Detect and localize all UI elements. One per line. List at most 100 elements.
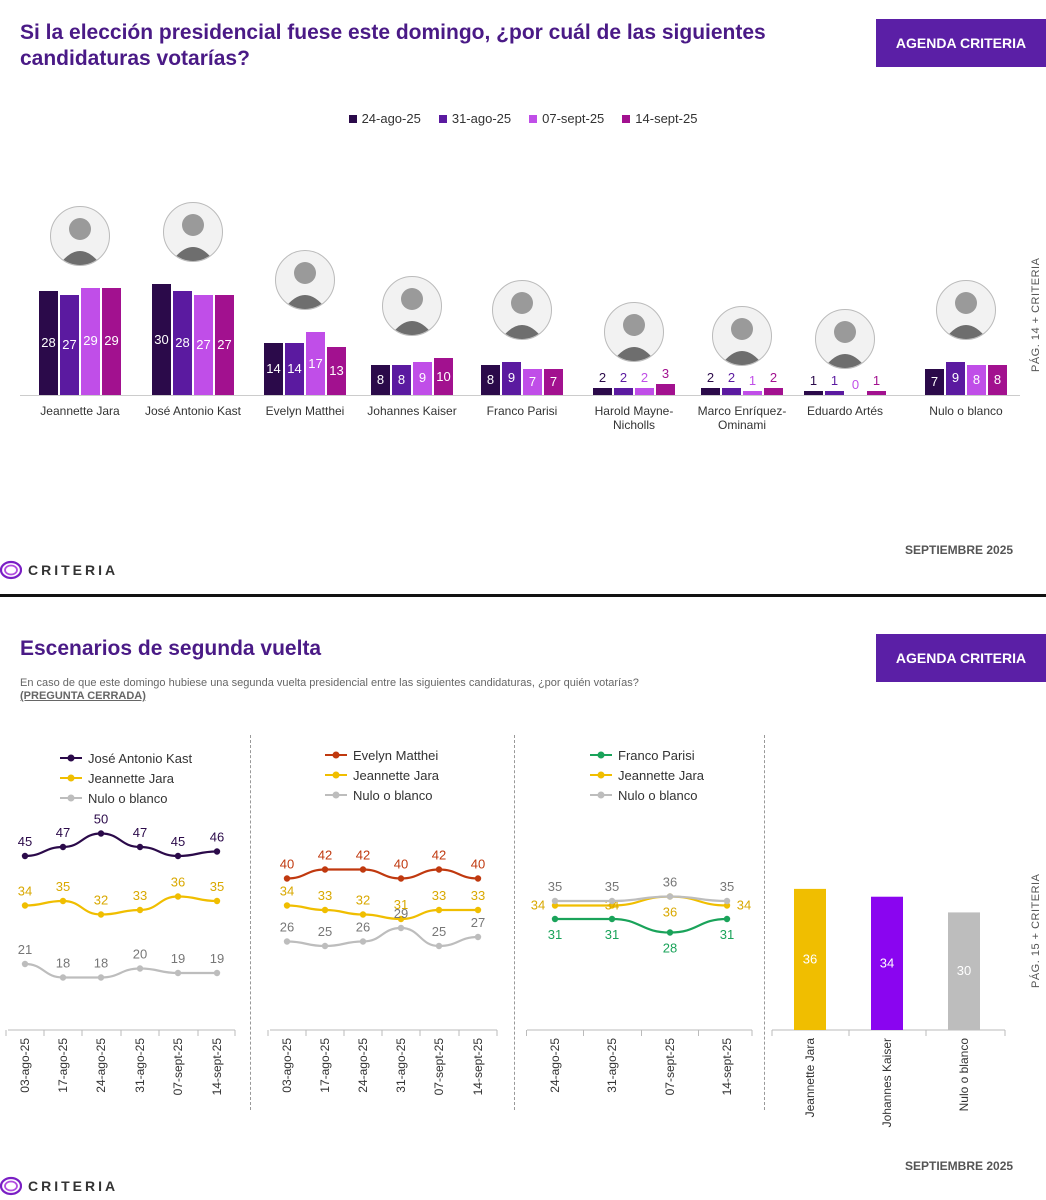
x-tick-label: 24-ago-25 (94, 1038, 108, 1093)
legend-label: Evelyn Matthei (353, 747, 439, 763)
data-point (474, 906, 482, 914)
data-label: 25 (318, 924, 332, 939)
bar (306, 332, 325, 395)
data-point (174, 893, 182, 900)
data-point (283, 938, 291, 945)
data-point (666, 893, 674, 900)
legend-item: Nulo o blanco (60, 788, 192, 808)
legend-item: 07-sept-25 (529, 111, 604, 126)
legend-item: 31-ago-25 (438, 111, 511, 126)
agenda-criteria-button-2[interactable]: AGENDA CRITERIA (876, 634, 1046, 682)
data-point (551, 915, 559, 923)
series-line (286, 904, 478, 921)
brand-logo: CRITERIA (0, 559, 118, 581)
question-text: En caso de que este domingo hubiese una … (20, 677, 639, 689)
x-tick-label: 03-ago-25 (18, 1038, 32, 1093)
data-label: 45 (18, 834, 32, 849)
series-line (554, 895, 728, 907)
bar (523, 369, 542, 395)
category-label: José Antonio Kast (144, 404, 242, 418)
x-tick-label: 31-ago-25 (133, 1038, 147, 1093)
bar-value-label: 8 (486, 372, 495, 388)
data-point (551, 902, 559, 909)
footer-month: SEPTIEMBRE 2025 (905, 543, 1014, 557)
bar-value-label: 14 (266, 361, 281, 377)
category-label: Johannes Kaiser (367, 404, 457, 418)
legend-label: Jeannette Jara (88, 770, 175, 786)
legend-item: Nulo o blanco (325, 785, 439, 805)
data-label: 18 (56, 956, 70, 971)
vote-intention-bar-chart: 28 27 29 29 Jeannette Jara 30 28 27 27 José Anton… (0, 0, 1046, 460)
bar-value-label: 2 (769, 369, 778, 385)
bar-value-label: 2 (598, 369, 607, 385)
data-point (59, 843, 67, 851)
legend-swatch (438, 114, 447, 123)
bar (215, 295, 234, 395)
bar-value-label: 9 (507, 370, 516, 386)
bar (825, 391, 844, 395)
data-label: 34 (18, 884, 32, 899)
bar (39, 291, 58, 395)
bar-value-label: 8 (376, 372, 385, 388)
category-label: Evelyn Matthei (265, 404, 345, 418)
data-label: 31 (394, 897, 408, 912)
candidate-photo (50, 205, 110, 266)
data-label: 29 (394, 906, 408, 921)
data-point (723, 902, 731, 909)
data-point (666, 929, 674, 936)
agenda-criteria-button[interactable]: AGENDA CRITERIA (876, 19, 1046, 67)
bar (743, 391, 762, 395)
bar (102, 287, 121, 395)
footer-month-2: SEPTIEMBRE 2025 (905, 1159, 1014, 1173)
bar-value-label: 17 (308, 355, 323, 371)
data-label: 35 (548, 879, 562, 894)
data-point (174, 969, 182, 977)
category-label: Franco Parisi (486, 404, 558, 418)
category-label: Nulo o blanco (957, 1038, 971, 1112)
data-point (213, 897, 221, 905)
data-point (359, 938, 367, 945)
data-point (321, 942, 329, 950)
category-label: Eduardo Artés (806, 404, 884, 418)
data-label: 33 (318, 888, 332, 903)
bar (413, 361, 432, 395)
bar (614, 387, 633, 395)
data-point (97, 911, 105, 918)
candidate-photo (815, 309, 875, 369)
data-label: 50 (94, 812, 108, 827)
bar-value-label: 8 (397, 372, 406, 388)
category-label: Harold Mayne-Nicholls (594, 404, 674, 432)
legend-label: José Antonio Kast (88, 750, 193, 766)
bar (371, 365, 390, 395)
legend-item: Evelyn Matthei (325, 745, 439, 765)
data-label: 36 (663, 905, 677, 920)
data-label: 26 (356, 920, 370, 935)
bar-value-label: 34 (880, 955, 894, 970)
data-label: 42 (356, 848, 370, 863)
data-label: 32 (356, 893, 370, 908)
bar (502, 361, 521, 395)
x-tick-label: 17-ago-25 (318, 1038, 332, 1093)
x-tick-label: 24-ago-25 (548, 1038, 562, 1093)
brand-logo-2: CRITERIA (0, 1175, 118, 1197)
x-tick-label: 07-sept-25 (432, 1038, 446, 1096)
bar-value-label: 2 (706, 369, 715, 385)
category-label: Nulo o blanco (929, 404, 1003, 418)
data-label: 28 (663, 941, 677, 956)
data-label: 26 (280, 920, 294, 935)
data-point (723, 897, 731, 905)
data-label: 35 (56, 879, 70, 894)
bar (925, 369, 944, 395)
bar (60, 295, 79, 395)
bar-value-label: 10 (436, 368, 451, 384)
bar-value-label: 9 (418, 370, 427, 386)
bar (967, 365, 986, 395)
candidate-photo (492, 279, 552, 340)
data-point (97, 830, 105, 837)
x-tick-label: 14-sept-25 (471, 1038, 485, 1096)
bar (948, 912, 980, 1030)
bar (81, 287, 100, 395)
legend-line-marker (325, 751, 347, 759)
data-point (474, 875, 482, 882)
bar-value-label: 1 (830, 373, 839, 388)
